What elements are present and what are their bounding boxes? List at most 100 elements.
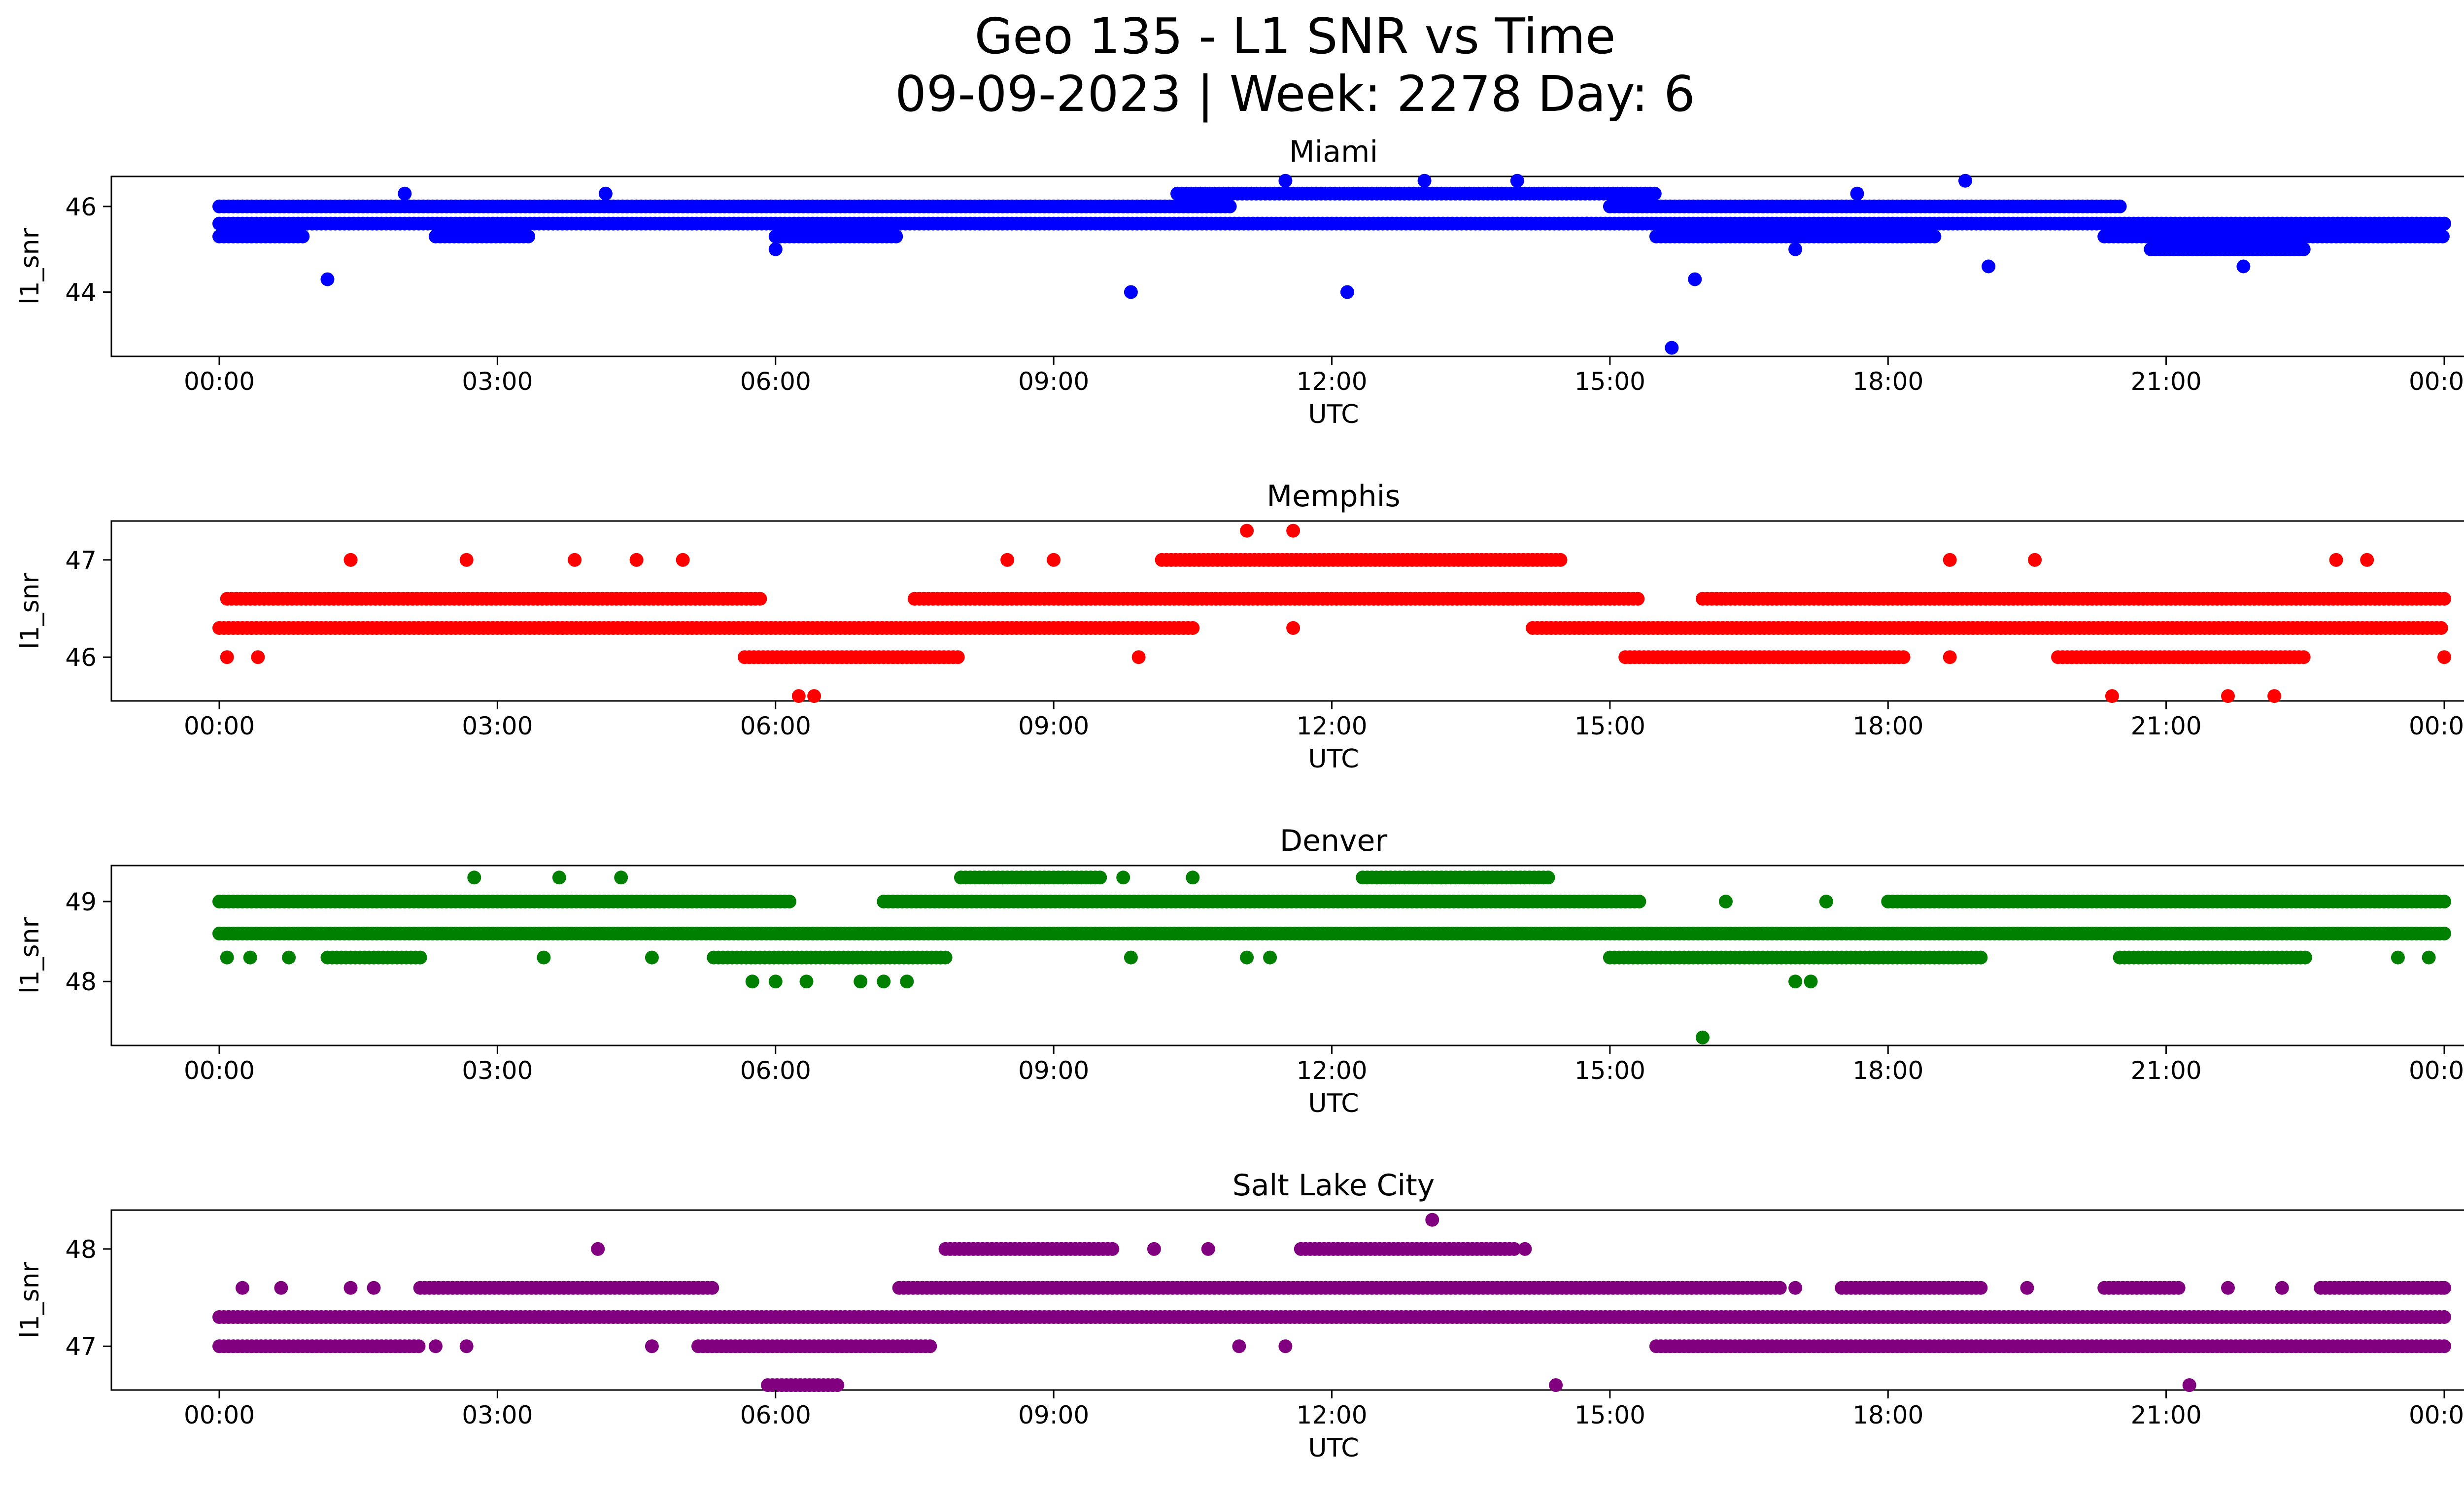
data-point <box>2182 1378 2196 1392</box>
data-point <box>429 1339 443 1354</box>
x-tick-label: 15:00 <box>1574 1056 1645 1085</box>
data-point <box>1943 553 1957 567</box>
data-point <box>2329 553 2343 567</box>
data-point <box>1632 895 1646 908</box>
data-point <box>1507 1242 1521 1256</box>
data-point <box>1982 259 1996 274</box>
data-point <box>1131 650 1146 664</box>
data-point <box>467 870 481 885</box>
data-point <box>2391 950 2405 965</box>
data-point <box>2437 1281 2451 1295</box>
data-point <box>2221 1281 2235 1295</box>
x-tick-label: 00:00 <box>2409 1056 2464 1085</box>
data-point <box>1958 174 1972 188</box>
data-point <box>1278 174 1293 188</box>
x-tick-label: 18:00 <box>1852 1401 1923 1429</box>
data-point <box>923 1339 937 1354</box>
data-point <box>1124 285 1138 299</box>
x-tick-label: 18:00 <box>1852 367 1923 396</box>
data-point <box>900 974 914 989</box>
data-point <box>1974 950 1988 965</box>
x-tick-label: 06:00 <box>740 1056 811 1085</box>
data-point <box>2437 1310 2451 1324</box>
x-tick-label: 15:00 <box>1574 367 1645 396</box>
data-point <box>783 895 796 908</box>
data-point <box>1464 1310 1478 1324</box>
data-point <box>2296 242 2311 256</box>
data-point <box>1093 870 1107 885</box>
data-point <box>459 1339 474 1354</box>
data-point <box>521 229 536 243</box>
x-axis-label: UTC <box>1308 1433 1359 1463</box>
data-point <box>938 950 953 965</box>
data-point <box>1549 1378 1563 1392</box>
data-point <box>2437 650 2451 664</box>
data-point <box>1286 523 1300 538</box>
data-point <box>2171 1281 2186 1295</box>
data-point <box>1047 553 1061 567</box>
data-point <box>1541 870 1555 885</box>
y-tick-label: 47 <box>65 546 97 575</box>
data-point <box>1819 895 1833 908</box>
axes-frame <box>110 865 2464 1046</box>
data-point <box>1240 950 1254 965</box>
data-point <box>251 650 265 664</box>
data-point <box>343 553 358 567</box>
data-point <box>951 650 965 664</box>
data-point <box>791 689 806 703</box>
data-point <box>598 186 613 201</box>
data-point <box>2422 950 2436 965</box>
data-point <box>2105 689 2119 703</box>
axes-frame <box>110 175 2464 357</box>
data-point <box>753 591 767 606</box>
x-tick-label: 00:00 <box>2409 1401 2464 1429</box>
data-point <box>645 950 659 965</box>
data-point <box>1232 1339 1246 1354</box>
data-point <box>220 650 234 664</box>
x-tick-label: 00:00 <box>184 1056 255 1085</box>
data-point <box>1000 553 1015 567</box>
data-point <box>1579 216 1594 231</box>
data-point <box>768 242 783 256</box>
x-tick-label: 03:00 <box>462 1056 533 1085</box>
data-point <box>1186 870 1200 885</box>
data-point <box>2437 926 2451 940</box>
x-tick-label: 09:00 <box>1018 712 1089 740</box>
data-point <box>296 229 310 243</box>
x-tick-label: 00:00 <box>184 1401 255 1429</box>
data-point <box>2236 259 2251 274</box>
data-point <box>1201 1242 1215 1256</box>
x-tick-label: 18:00 <box>1852 712 1923 740</box>
data-point <box>2437 895 2451 908</box>
data-point <box>830 1378 845 1392</box>
data-point <box>1688 272 1702 286</box>
data-point <box>1278 1339 1293 1354</box>
data-point <box>1804 974 1818 989</box>
data-point <box>2020 1281 2034 1295</box>
data-point <box>1116 870 1130 885</box>
data-point <box>411 1339 426 1354</box>
figure-title-line1: Geo 135 - L1 SNR vs Time <box>975 7 1616 65</box>
data-point <box>1286 621 1300 635</box>
data-point <box>745 974 759 989</box>
data-point <box>705 1281 719 1295</box>
data-point <box>1263 950 1277 965</box>
data-point <box>1124 950 1138 965</box>
data-point <box>2360 553 2374 567</box>
x-tick-label: 09:00 <box>1018 1401 1089 1429</box>
x-tick-label: 21:00 <box>2131 1056 2202 1085</box>
data-point <box>282 950 296 965</box>
y-axis-label: l1_snr <box>15 572 45 649</box>
data-point <box>1223 199 1237 213</box>
y-tick-label: 48 <box>65 968 97 996</box>
y-tick-label: 46 <box>65 193 97 221</box>
data-point <box>854 974 868 989</box>
data-point <box>1371 1310 1385 1324</box>
data-point <box>1665 341 1679 355</box>
data-point <box>807 689 821 703</box>
data-point <box>243 950 257 965</box>
